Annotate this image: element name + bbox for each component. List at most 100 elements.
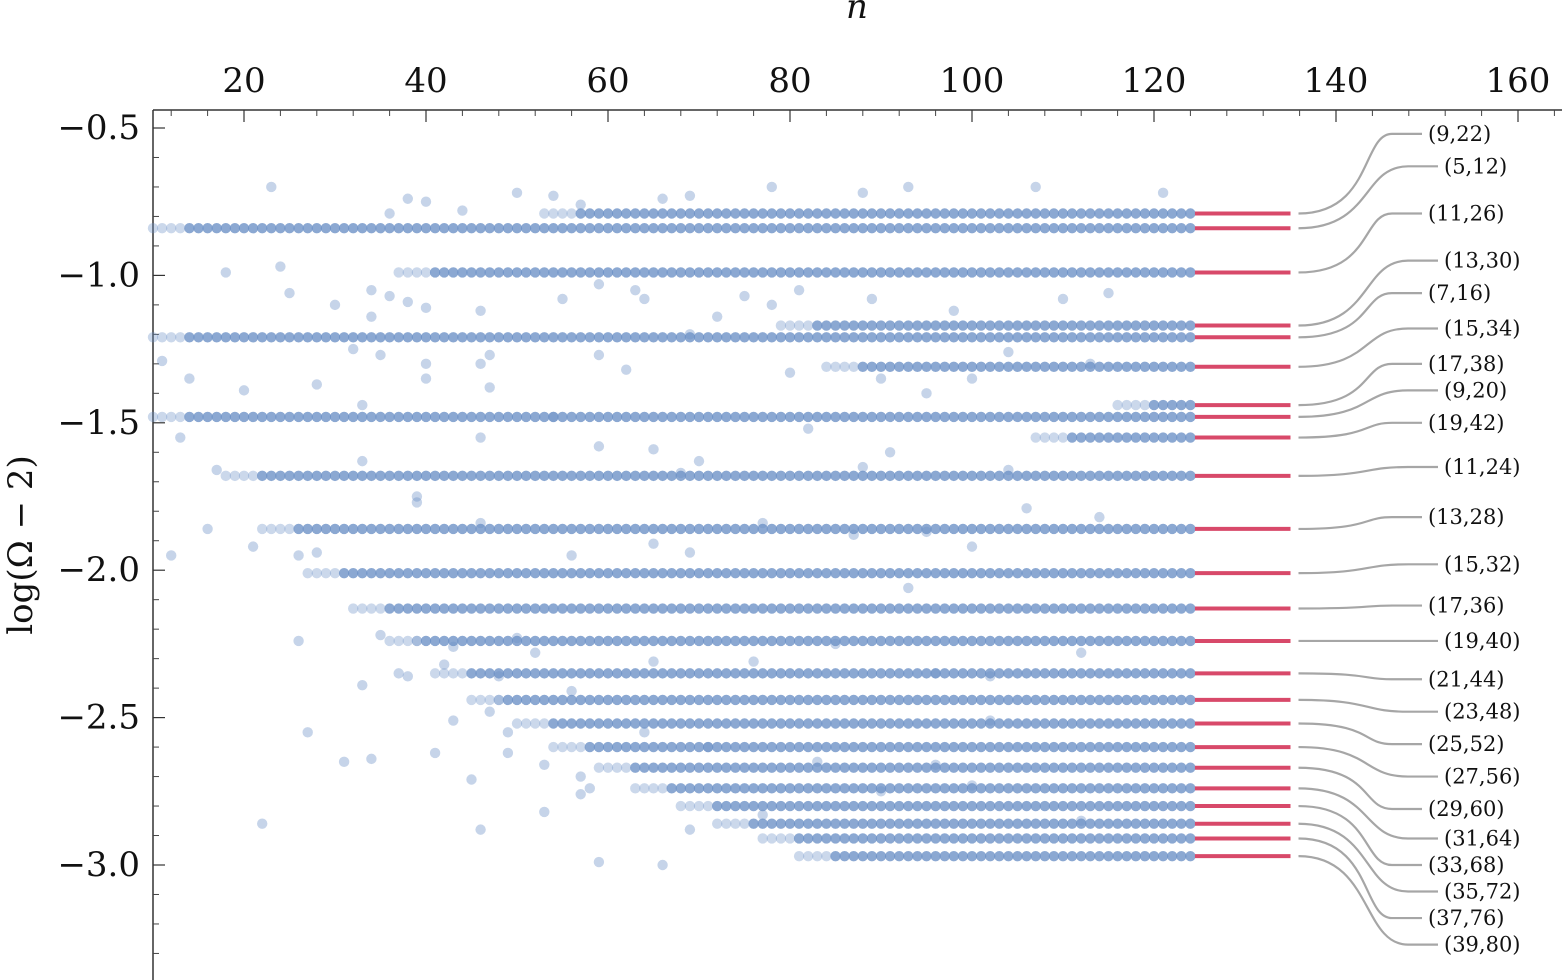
series-point [1148, 850, 1160, 862]
series-point [1003, 267, 1014, 278]
series-point [520, 332, 532, 343]
series-point [739, 223, 750, 234]
series-point [329, 470, 341, 482]
scatter-point [575, 771, 586, 782]
series-point [530, 523, 541, 535]
series-point [784, 470, 796, 482]
series-point [821, 833, 832, 844]
series-point [657, 694, 668, 706]
series-point [1057, 850, 1069, 862]
series-point [1021, 603, 1032, 614]
series-point [875, 411, 887, 423]
series-point [975, 718, 987, 729]
series-point [1167, 267, 1178, 278]
series-point [994, 850, 1005, 862]
series-point [894, 668, 905, 679]
series-point [830, 668, 841, 679]
series-point [793, 523, 805, 535]
series-point [948, 718, 959, 729]
series-point [584, 603, 595, 614]
series-point [1094, 694, 1105, 706]
series-point [1003, 850, 1014, 862]
series-point [502, 635, 514, 647]
series-point [657, 332, 668, 343]
series-point [639, 741, 650, 753]
series-point [848, 361, 859, 372]
series-point [957, 603, 969, 614]
series-point [1112, 361, 1123, 372]
series-point [875, 523, 887, 535]
series-point [1112, 332, 1123, 343]
series-point [548, 668, 559, 679]
series-point [420, 267, 432, 278]
series-point [975, 208, 987, 219]
series-point [966, 567, 978, 579]
series-point [1003, 567, 1014, 579]
series-point [721, 800, 732, 812]
series-point [839, 320, 850, 331]
series-point [948, 762, 959, 773]
series-point [320, 523, 332, 535]
series-point [1148, 783, 1160, 794]
scatter-point [357, 455, 368, 467]
series-point [1030, 850, 1041, 862]
series-point [866, 741, 878, 753]
series-point [1139, 208, 1151, 219]
series-point [311, 223, 322, 234]
series-point [975, 411, 987, 423]
series-point [866, 850, 878, 862]
series-point [1048, 320, 1060, 331]
series-point [1148, 470, 1160, 482]
series-point [848, 320, 859, 331]
series-point [621, 603, 632, 614]
series-point [830, 332, 841, 343]
series-point [1030, 320, 1041, 331]
series-point [1094, 470, 1105, 482]
series-point [793, 850, 805, 862]
series-point [757, 833, 768, 844]
series-point [593, 470, 605, 482]
series-point [530, 223, 541, 234]
series-point [1048, 800, 1060, 812]
scatter-point [857, 461, 868, 473]
series-point [830, 818, 841, 829]
series-point [193, 411, 204, 423]
series-point [775, 332, 787, 343]
scatter-point [966, 541, 978, 552]
scatter-point [357, 399, 368, 411]
series-point [948, 523, 959, 535]
series-point [803, 603, 814, 614]
series-point [1030, 332, 1041, 343]
series-point [275, 332, 286, 343]
series-point [921, 850, 932, 862]
series-point [1030, 783, 1041, 794]
series-point [875, 833, 887, 844]
series-point [821, 783, 832, 794]
series-point [702, 762, 714, 773]
series-point [311, 332, 322, 343]
series-point [712, 635, 723, 647]
series-point [348, 470, 359, 482]
series-point [912, 850, 923, 862]
series-point [793, 635, 805, 647]
scatter-point [584, 783, 595, 794]
series-point [957, 718, 969, 729]
series-point [775, 320, 787, 331]
series-point [748, 635, 759, 647]
series-point [757, 694, 768, 706]
series-point [593, 332, 605, 343]
series-point [712, 783, 723, 794]
series-point [530, 694, 541, 706]
series-point [1103, 818, 1114, 829]
series-point [721, 635, 732, 647]
series-point [375, 470, 386, 482]
series-point [1076, 361, 1087, 372]
series-point [693, 783, 705, 794]
label-connector [1298, 672, 1422, 681]
series-point [1139, 741, 1151, 753]
series-point [884, 411, 896, 423]
series-point [894, 267, 905, 278]
scatter-point [311, 547, 322, 558]
series-point [903, 833, 914, 844]
series-point [557, 267, 568, 278]
